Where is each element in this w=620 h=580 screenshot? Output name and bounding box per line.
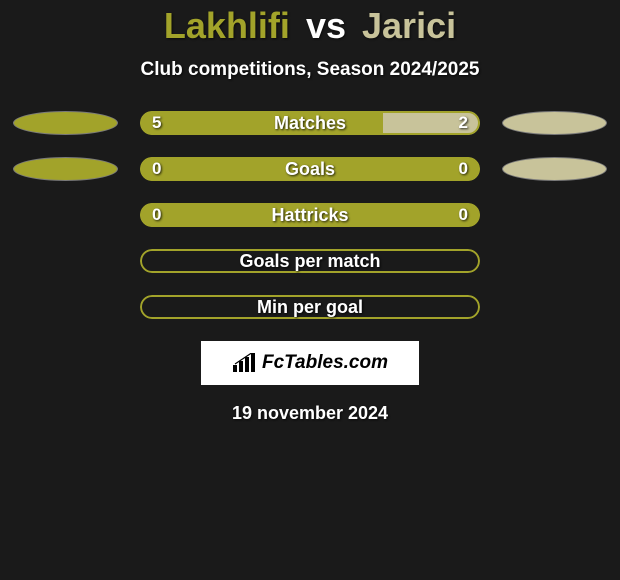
- stat-label: Min per goal: [140, 295, 480, 319]
- brand-bars-icon: [232, 353, 258, 373]
- ellipse-placeholder: [13, 203, 118, 227]
- stat-bar: Goals per match: [140, 249, 480, 273]
- subtitle: Club competitions, Season 2024/2025: [0, 59, 620, 81]
- brand-inner: FcTables.com: [232, 352, 388, 374]
- stat-row: Goals per match: [0, 249, 620, 273]
- player1-name: Lakhlifi: [164, 5, 290, 46]
- brand-box: FcTables.com: [201, 341, 419, 385]
- brand-text: FcTables.com: [262, 352, 388, 374]
- stat-label: Goals: [140, 157, 480, 181]
- stat-label: Hattricks: [140, 203, 480, 227]
- stat-row: 00Goals: [0, 157, 620, 181]
- ellipse-placeholder: [13, 295, 118, 319]
- ellipse-placeholder: [502, 295, 607, 319]
- stat-label: Matches: [140, 111, 480, 135]
- stat-bar: Min per goal: [140, 295, 480, 319]
- player2-name: Jarici: [362, 5, 456, 46]
- ellipse-placeholder: [502, 203, 607, 227]
- ellipse-placeholder: [13, 249, 118, 273]
- stat-row: Min per goal: [0, 295, 620, 319]
- player1-ellipse: [13, 157, 118, 181]
- stat-bar: 00Hattricks: [140, 203, 480, 227]
- player2-ellipse: [502, 111, 607, 135]
- date-label: 19 november 2024: [0, 403, 620, 424]
- page-title: Lakhlifi vs Jarici: [0, 5, 620, 47]
- stat-row: 00Hattricks: [0, 203, 620, 227]
- comparison-infographic: Lakhlifi vs Jarici Club competitions, Se…: [0, 0, 620, 424]
- stat-label: Goals per match: [140, 249, 480, 273]
- stat-bar: 00Goals: [140, 157, 480, 181]
- player1-ellipse: [13, 111, 118, 135]
- stat-row: 52Matches: [0, 111, 620, 135]
- stat-bar: 52Matches: [140, 111, 480, 135]
- player2-ellipse: [502, 157, 607, 181]
- stat-rows: 52Matches 00Goals 00Hattricks Goals per mat…: [0, 111, 620, 319]
- vs-label: vs: [306, 5, 346, 46]
- ellipse-placeholder: [502, 249, 607, 273]
